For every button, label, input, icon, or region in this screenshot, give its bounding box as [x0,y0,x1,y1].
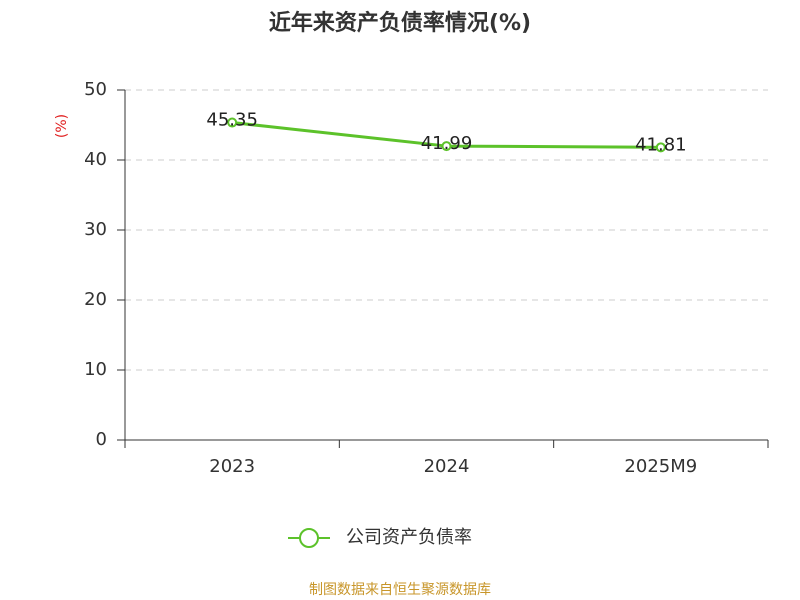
point [655,142,666,153]
y-tick-label: 0 [96,429,107,450]
y-tick-label: 30 [84,219,107,240]
x-tick-label: 2025M9 [624,456,697,477]
y-tick-label: 20 [84,289,107,310]
data-label: 45.35 [206,110,258,131]
y-tick-label: 50 [84,79,107,100]
y-axis-label: (%) [54,114,70,138]
data-label: 41.81 [635,134,687,155]
legend-label: 公司资产负债率 [346,527,472,548]
source-note: 制图数据来自恒生聚源数据库 [309,582,491,598]
x-tick-label: 2024 [424,456,470,477]
point [441,141,452,152]
point [227,117,238,128]
x-tick-label: 2023 [209,456,255,477]
data-label: 41.99 [421,133,473,154]
y-tick-label: 40 [84,149,107,170]
legend-marker [299,528,319,548]
chart-title: 近年来资产负债率情况(%) [269,10,531,36]
y-tick-label: 10 [84,359,107,380]
